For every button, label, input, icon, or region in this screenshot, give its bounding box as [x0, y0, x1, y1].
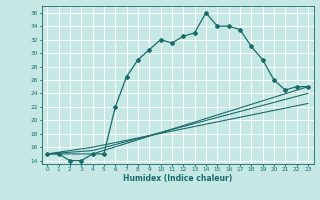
X-axis label: Humidex (Indice chaleur): Humidex (Indice chaleur): [123, 174, 232, 183]
